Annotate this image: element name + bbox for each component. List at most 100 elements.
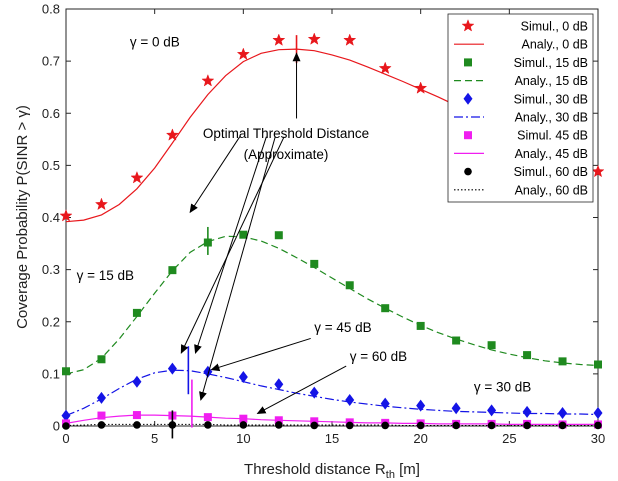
simulation-point-g30 — [522, 405, 532, 418]
simulation-point-g30 — [309, 386, 319, 399]
simulation-point-g60 — [523, 421, 531, 430]
simulation-point-g15 — [274, 231, 283, 240]
gamma-label: γ = 30 dB — [474, 380, 531, 395]
simulation-point-g60 — [62, 422, 70, 430]
simulation-point-g30 — [203, 365, 213, 378]
simulation-point-g15 — [558, 357, 567, 366]
simulation-point-g60 — [416, 421, 425, 430]
simulation-point-g15 — [62, 367, 70, 376]
y-tick-label: 0.5 — [42, 158, 60, 173]
analytical-curve-g15 — [65, 235, 599, 375]
simulation-point-g45 — [132, 411, 141, 420]
optimal-label-line1: Optimal Threshold Distance — [203, 126, 369, 141]
simulation-point-g60 — [594, 421, 602, 430]
simulation-point-g15 — [239, 230, 248, 239]
simulation-point-g60 — [452, 421, 460, 430]
x-tick-label: 0 — [62, 431, 69, 446]
simulation-point-g0 — [272, 33, 286, 46]
simulation-point-g15 — [345, 281, 354, 290]
y-tick-label: 0.3 — [42, 262, 60, 277]
simulation-point-g15 — [416, 321, 425, 330]
simulation-point-g0 — [59, 209, 73, 222]
simulation-point-g45 — [97, 411, 106, 420]
legend-marker — [464, 58, 472, 67]
simulation-point-g60 — [558, 421, 567, 430]
legend: Simul., 0 dB Analy., 0 dB Simul., 15 dB Ana… — [447, 13, 594, 203]
simulation-point-g0 — [343, 33, 357, 46]
simulation-point-g60 — [487, 421, 496, 430]
simulation-point-g60 — [381, 421, 390, 430]
simulation-point-g30 — [274, 378, 284, 391]
simulation-point-g60 — [239, 421, 248, 429]
x-tick-label: 10 — [236, 431, 250, 446]
simulation-point-g30 — [451, 402, 461, 415]
simulation-point-g15 — [132, 308, 141, 317]
legend-entry-label: Analy., 15 dB — [515, 74, 588, 88]
simulation-point-g30 — [61, 409, 71, 422]
simulation-markers — [59, 32, 605, 430]
simulation-point-g0 — [201, 74, 215, 87]
simulation-point-g60 — [204, 421, 212, 429]
x-tick-label: 25 — [502, 431, 516, 446]
analytical-curve-g45 — [65, 414, 598, 425]
simulation-point-g30 — [558, 406, 568, 419]
gamma-arrow — [256, 365, 347, 414]
y-tick-label: 0.1 — [42, 366, 60, 381]
legend-marker — [463, 92, 473, 105]
annotations: Optimal Threshold Distance (Approximate)… — [77, 35, 531, 414]
simulation-point-g30 — [487, 404, 497, 417]
optimal-arrow — [180, 136, 285, 354]
simulation-point-g15 — [452, 336, 461, 345]
simulation-point-g30 — [416, 399, 426, 412]
legend-box — [447, 13, 594, 203]
simulation-point-g0 — [414, 81, 428, 94]
legend-marker — [461, 19, 475, 32]
x-axis-label-subscript: th — [386, 469, 395, 481]
analytical-curve-g60 — [65, 423, 598, 426]
legend-entry-label: Analy., 60 dB — [515, 183, 588, 197]
simulation-point-g60 — [133, 421, 141, 429]
y-tick-label: 0.4 — [42, 210, 60, 225]
legend-entry-label: Analy., 30 dB — [515, 111, 588, 125]
simulation-point-g45 — [239, 414, 248, 423]
legend-entry-label: Analy., 45 dB — [515, 147, 588, 161]
simulation-point-g15 — [97, 355, 106, 364]
simulation-point-g0 — [130, 170, 144, 184]
x-tick-label: 5 — [151, 431, 158, 446]
simulation-point-g45 — [203, 413, 212, 422]
simulation-point-g30 — [132, 375, 142, 388]
gamma-arrow — [210, 337, 311, 372]
gamma-label: γ = 0 dB — [130, 35, 180, 50]
legend-marker — [464, 167, 472, 176]
simulation-point-g60 — [97, 421, 106, 429]
simulation-point-g30 — [167, 362, 177, 375]
y-tick-label: 0.8 — [42, 2, 60, 17]
legend-entry-label: Simul., 60 dB — [514, 165, 588, 179]
simulation-point-g15 — [487, 341, 496, 350]
simulation-point-g0 — [165, 128, 179, 141]
simulation-point-g30 — [380, 397, 390, 410]
legend-entry-label: Analy., 0 dB — [522, 38, 588, 52]
legend-marker — [464, 131, 472, 140]
legend-entry-label: Simul. 45 dB — [517, 129, 588, 143]
legend-entry-label: Simul., 15 dB — [514, 56, 588, 70]
x-axis-label: Threshold distance Rth [m] — [244, 461, 420, 481]
legend-entry-label: Simul., 0 dB — [521, 20, 588, 34]
x-axis-label-unit: [m] — [395, 461, 420, 478]
simulation-point-g30 — [345, 393, 355, 406]
y-axis-label: Coverage Probability P(SINR > γ) — [14, 105, 31, 329]
simulation-point-g15 — [381, 304, 390, 313]
gamma-label: γ = 60 dB — [350, 349, 407, 364]
axes: 0 5 10 15 20 25 30 0 0.1 0.2 0.3 0.4 0.5 0.6 0.7 0.8 — [42, 2, 605, 447]
y-tick-label: 0.7 — [42, 54, 60, 69]
y-tick-label: 0.2 — [42, 314, 60, 329]
simulation-point-g30 — [96, 391, 106, 404]
optimal-arrow — [189, 136, 241, 214]
simulation-point-g60 — [345, 421, 354, 430]
simulation-point-g30 — [593, 406, 603, 419]
y-tick-label: 0.6 — [42, 106, 60, 121]
y-tick-label: 0 — [53, 419, 60, 434]
simulation-point-g0 — [94, 197, 109, 211]
optimal-arrow — [194, 136, 267, 354]
